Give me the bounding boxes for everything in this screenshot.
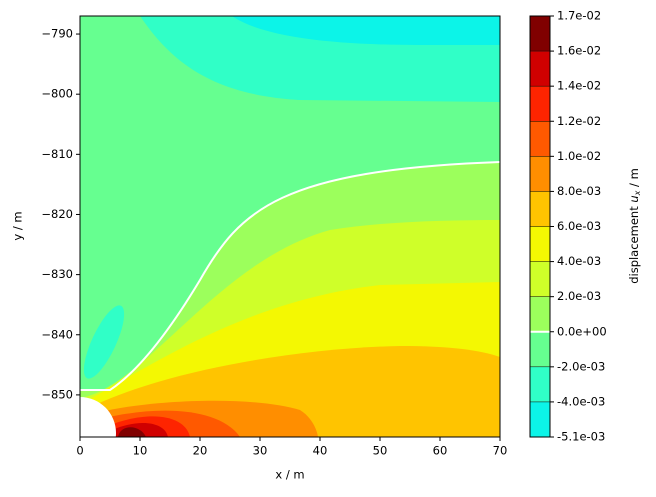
colorbar-swatch <box>530 401 550 437</box>
colorbar-label-text: displacement <box>627 203 641 284</box>
colorbar-swatch <box>530 51 550 87</box>
colorbar-tick-label: 2.0e-03 <box>557 289 601 303</box>
x-tick-label: 20 <box>193 444 208 458</box>
colorbar-tick-label: -4.0e-03 <box>557 394 605 408</box>
y-tick-label: −790 <box>41 27 73 41</box>
colorbar-swatch <box>530 16 550 52</box>
contour-band <box>118 427 146 437</box>
colorbar-swatch <box>530 261 550 297</box>
x-tick-label: 70 <box>493 444 508 458</box>
plot-frame <box>79 15 501 438</box>
colorbar-tick-label: -2.0e-03 <box>557 359 605 373</box>
colorbar-swatch <box>530 226 550 262</box>
x-tick-label: 0 <box>76 444 83 458</box>
colorbar-tick-label: 1.0e-02 <box>557 149 601 163</box>
contour-band <box>232 16 500 45</box>
x-tick-label: 30 <box>253 444 268 458</box>
colorbar-swatch <box>530 331 550 367</box>
y-axis-label: y / m <box>11 211 25 240</box>
colorbar-tick-label: 8.0e-03 <box>557 184 601 198</box>
colorbar-label: displacement ux / m <box>627 168 642 284</box>
colorbar-tick-label: 1.4e-02 <box>557 79 601 93</box>
colorbar-swatch <box>530 86 550 122</box>
x-tick-label: 60 <box>433 444 448 458</box>
colorbar-frame <box>529 15 551 438</box>
colorbar-label-subscript: x <box>633 190 642 196</box>
contour-band <box>83 305 125 379</box>
y-tick-label: −830 <box>41 267 73 281</box>
y-tick-label: −820 <box>41 207 73 221</box>
colorbar-tick-label: 6.0e-03 <box>557 219 601 233</box>
colorbar-tick-label: 4.0e-03 <box>557 254 601 268</box>
x-axis-label: x / m <box>275 468 304 482</box>
contour-field <box>80 16 500 437</box>
y-tick-label: −810 <box>41 147 73 161</box>
colorbar-swatch <box>530 296 550 332</box>
y-tick-label: −850 <box>41 387 73 401</box>
colorbar-label-symbol: u <box>627 195 641 202</box>
colorbar-swatch <box>530 156 550 192</box>
colorbar-label-text: / m <box>627 168 641 190</box>
x-tick-label: 40 <box>313 444 328 458</box>
colorbar-tick-label: -5.1e-03 <box>557 430 605 444</box>
colorbar-tick-label: 1.6e-02 <box>557 44 601 58</box>
colorbar-tick-label: 0.0e+00 <box>557 324 607 338</box>
x-tick-label: 10 <box>133 444 148 458</box>
y-tick-label: −800 <box>41 87 73 101</box>
colorbar-swatch <box>530 366 550 402</box>
zero-contour-line <box>80 161 500 391</box>
colorbar-tick-label: 1.2e-02 <box>557 114 601 128</box>
colorbar-swatch <box>530 121 550 157</box>
cavity <box>80 397 116 437</box>
colorbar-tick-label: 1.7e-02 <box>557 9 601 23</box>
x-tick-label: 50 <box>373 444 388 458</box>
y-tick-label: −840 <box>41 327 73 341</box>
colorbar-swatch <box>530 191 550 227</box>
